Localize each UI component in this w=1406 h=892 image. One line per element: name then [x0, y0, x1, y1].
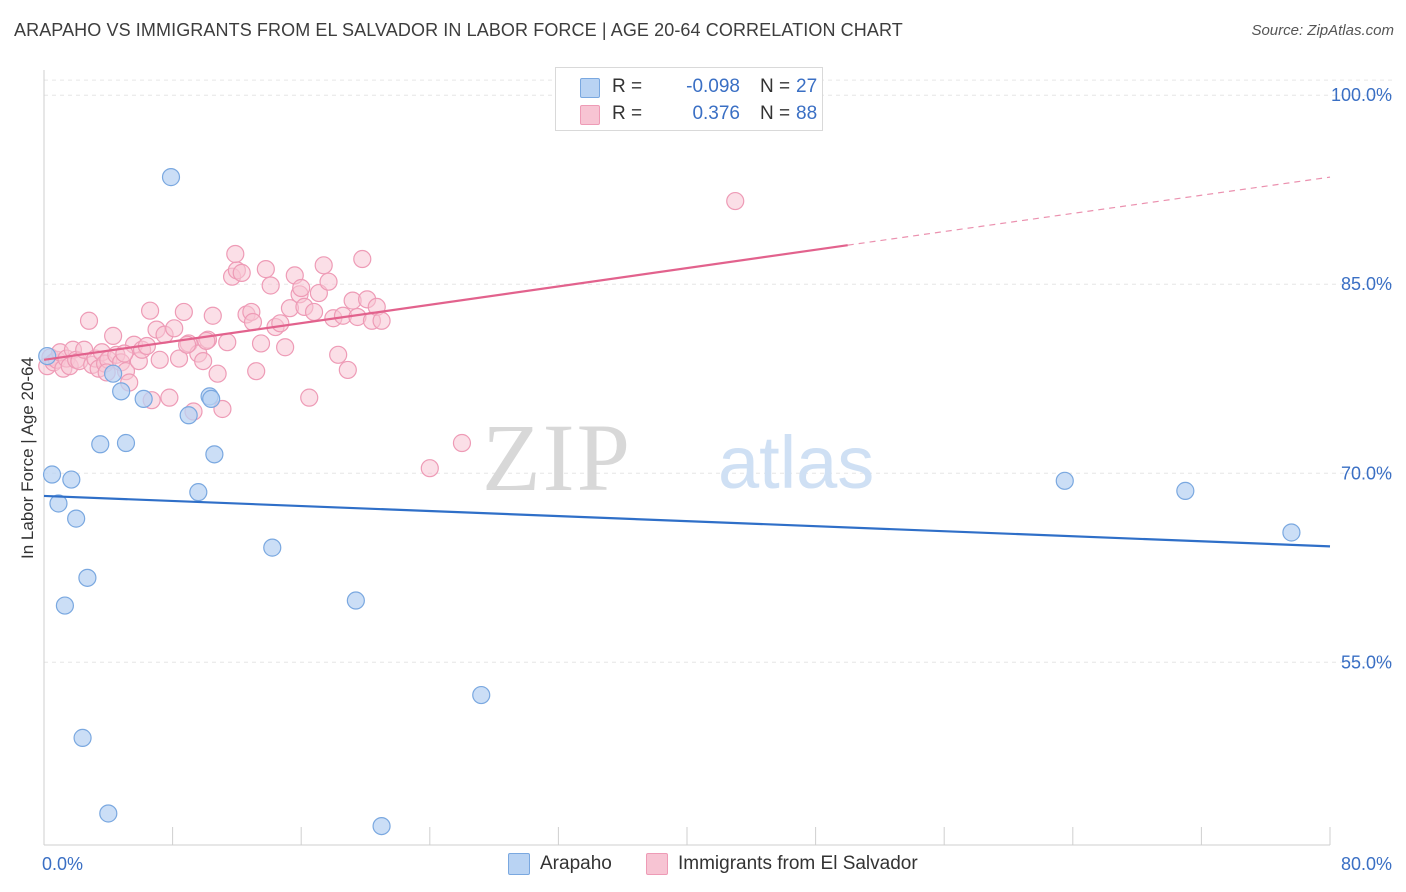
data-point-el-salvador: [353, 249, 372, 269]
data-point-el-salvador: [452, 433, 472, 453]
gridlines: [44, 79, 1392, 663]
y-axis-label: In Labor Force | Age 20-64: [18, 357, 37, 559]
data-point-arapaho: [91, 435, 110, 454]
source-label: Source: ZipAtlas.com: [1251, 22, 1394, 39]
data-point-arapaho: [104, 364, 123, 383]
data-point-el-salvador: [174, 302, 193, 322]
data-point-el-salvador: [420, 459, 439, 478]
data-point-arapaho: [38, 346, 57, 366]
data-point-el-salvador: [271, 314, 290, 333]
trend-lines: [43, 176, 1331, 548]
data-point-el-salvador: [247, 362, 266, 381]
y-tick-label: 100.0%: [1331, 85, 1392, 105]
bottom-legend-swatch-arapaho: [508, 853, 530, 875]
bottom-legend-label-arapaho: Arapaho: [540, 853, 612, 874]
data-point-arapaho: [49, 494, 68, 513]
x-tick-label: 80.0%: [1341, 854, 1392, 874]
data-point-el-salvador: [194, 351, 213, 371]
data-point-el-salvador: [169, 349, 189, 368]
data-point-arapaho: [62, 470, 81, 489]
tick-labels: 55.0% 70.0% 85.0% 100.0% 0.0% 80.0%: [42, 85, 1392, 874]
data-point-el-salvador: [319, 272, 338, 291]
data-point-arapaho: [1176, 481, 1195, 500]
y-tick-label: 55.0%: [1341, 652, 1392, 672]
data-point-el-salvador: [314, 256, 333, 275]
x-tick-label: 0.0%: [42, 854, 83, 874]
data-point-arapaho: [1282, 523, 1301, 542]
legend-r-label: R =: [612, 103, 643, 124]
data-point-el-salvador: [261, 276, 280, 295]
data-point-el-salvador: [213, 399, 232, 419]
data-point-arapaho: [372, 816, 391, 836]
legend-n-label: N =: [760, 103, 791, 124]
legend-r-value: -0.098: [686, 76, 740, 97]
data-point-arapaho: [55, 596, 74, 615]
y-tick-label: 85.0%: [1341, 274, 1392, 294]
data-point-el-salvador: [276, 338, 295, 357]
data-point-arapaho: [42, 465, 62, 484]
data-point-el-salvador: [292, 278, 311, 298]
data-point-arapaho: [179, 406, 198, 425]
data-point-arapaho: [134, 389, 153, 409]
bottom-legend-label-el-salvador: Immigrants from El Salvador: [678, 853, 918, 874]
data-point-el-salvador: [79, 311, 99, 330]
trend-line-el-salvador-extension: [847, 176, 1331, 246]
legend-swatch-arapaho: [580, 78, 600, 98]
data-point-arapaho: [202, 389, 221, 409]
data-point-arapaho: [112, 382, 131, 401]
data-point-el-salvador: [251, 334, 271, 353]
watermark-atlas: atlas: [718, 421, 874, 504]
data-point-el-salvador: [726, 191, 745, 211]
data-point-el-salvador: [256, 260, 275, 279]
series-el-salvador-points: [38, 191, 745, 478]
legend-swatch-el-salvador: [580, 105, 600, 125]
axes: [43, 70, 1331, 846]
data-point-el-salvador: [226, 244, 245, 264]
data-point-arapaho: [67, 509, 86, 528]
data-point-arapaho: [263, 538, 282, 557]
data-point-arapaho: [1055, 471, 1074, 490]
data-point-el-salvador: [329, 345, 348, 364]
trend-line-el-salvador: [43, 244, 848, 361]
legend-n-value: 27: [796, 76, 818, 97]
legend-r-value: 0.376: [692, 103, 740, 124]
data-point-el-salvador: [300, 388, 319, 407]
data-point-el-salvador: [232, 263, 251, 282]
data-point-el-salvador: [150, 350, 169, 369]
data-point-arapaho: [189, 483, 208, 502]
data-point-arapaho: [116, 433, 136, 453]
data-point-el-salvador: [208, 364, 227, 383]
data-point-el-salvador: [140, 301, 160, 320]
y-tick-label: 70.0%: [1341, 463, 1392, 483]
bottom-legend-swatch-el-salvador: [646, 853, 668, 875]
data-point-el-salvador: [304, 302, 324, 322]
watermark-zip: ZIP: [482, 404, 632, 511]
legend-n-value: 88: [796, 103, 818, 124]
legend-r-label: R =: [612, 76, 643, 97]
chart-title: ARAPAHO VS IMMIGRANTS FROM EL SALVADOR I…: [14, 20, 903, 40]
data-point-el-salvador: [372, 311, 391, 330]
data-point-el-salvador: [160, 388, 179, 407]
data-point-el-salvador: [243, 312, 263, 332]
data-point-el-salvador: [165, 319, 184, 338]
correlation-legend: R = -0.098 N = 27 R = 0.376 N = 88: [555, 67, 823, 131]
data-point-arapaho: [472, 685, 491, 705]
data-point-el-salvador: [203, 306, 222, 325]
data-point-arapaho: [73, 728, 92, 747]
legend-n-label: N =: [760, 76, 791, 97]
data-point-arapaho: [346, 591, 365, 610]
data-point-arapaho: [99, 804, 118, 823]
series-arapaho-points: [38, 168, 1301, 836]
watermark: ZIP atlas: [482, 404, 874, 511]
trend-line-arapaho: [43, 494, 1331, 548]
data-point-el-salvador: [104, 326, 123, 345]
data-point-arapaho: [205, 445, 224, 464]
data-point-arapaho: [161, 168, 181, 187]
data-point-arapaho: [78, 568, 97, 587]
data-point-el-salvador: [218, 333, 237, 352]
data-point-el-salvador: [338, 360, 357, 380]
